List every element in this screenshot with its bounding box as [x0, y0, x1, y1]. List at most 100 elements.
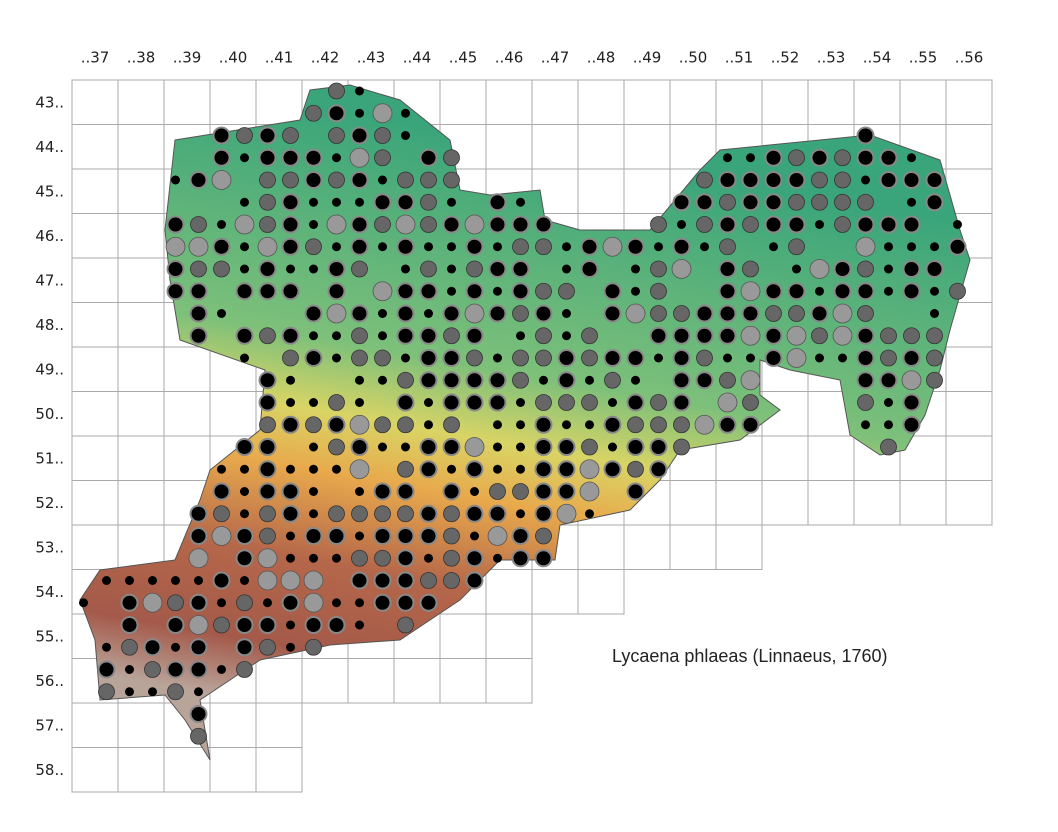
grid-cell — [301, 658, 349, 704]
dot — [809, 259, 830, 279]
dot — [327, 415, 346, 434]
dot — [535, 527, 552, 545]
dot — [171, 175, 180, 185]
dot — [902, 393, 921, 412]
dot — [401, 264, 410, 274]
grid-cell — [117, 747, 165, 793]
dot — [282, 349, 299, 367]
row-label: 43.. — [35, 94, 64, 112]
dot — [165, 236, 186, 257]
dot — [148, 576, 157, 585]
dot — [373, 571, 392, 590]
dot — [672, 371, 691, 390]
grid-cell — [255, 79, 303, 125]
dot — [396, 593, 415, 612]
dot — [120, 616, 139, 634]
dot — [212, 148, 231, 167]
column-label: ..41 — [265, 49, 294, 67]
dot — [332, 242, 341, 252]
dot — [396, 326, 415, 345]
dot — [650, 260, 667, 278]
dot — [166, 215, 185, 234]
dot — [286, 620, 295, 630]
grid-cell — [117, 124, 165, 170]
dot — [419, 282, 438, 301]
dot — [557, 349, 576, 367]
dot — [834, 193, 851, 211]
dot — [557, 438, 576, 456]
grid-cell — [255, 747, 303, 793]
dot — [332, 153, 341, 163]
dot — [516, 442, 525, 452]
dot — [419, 504, 438, 523]
dot — [189, 171, 208, 189]
grid-cell — [255, 658, 303, 704]
dot — [286, 398, 295, 407]
column-label: ..42 — [311, 49, 340, 67]
grid-cell — [163, 391, 211, 437]
dot — [672, 326, 691, 345]
dot — [673, 416, 690, 434]
dot — [447, 242, 456, 252]
dot — [511, 215, 530, 234]
column-label: ..55 — [909, 49, 938, 67]
grid-cell — [669, 480, 717, 526]
dot — [309, 464, 318, 474]
dot — [442, 393, 461, 412]
dot — [240, 509, 249, 519]
dot — [833, 282, 852, 301]
dot — [378, 331, 387, 341]
dot — [350, 237, 369, 256]
dot — [677, 220, 686, 229]
dot — [857, 305, 874, 322]
dot — [259, 416, 276, 434]
dot — [673, 305, 690, 322]
dot — [880, 349, 897, 367]
column-label: ..54 — [863, 49, 892, 67]
dot — [834, 149, 851, 167]
dot — [511, 260, 530, 278]
dot — [649, 438, 668, 456]
dot — [856, 349, 875, 367]
dot — [171, 576, 180, 585]
dot — [188, 615, 209, 635]
dot — [396, 193, 415, 212]
dot — [190, 260, 207, 278]
dot — [855, 236, 876, 257]
dot — [488, 371, 507, 390]
dot — [902, 415, 921, 434]
dot — [861, 175, 870, 185]
dot — [240, 576, 249, 585]
dot — [764, 148, 783, 167]
dot — [627, 460, 644, 478]
dot — [327, 104, 346, 123]
dot — [212, 482, 231, 501]
dot — [326, 303, 347, 324]
dot — [373, 593, 392, 612]
grid-cell — [71, 257, 119, 303]
dot — [700, 242, 709, 252]
dot — [902, 260, 921, 278]
dot — [764, 193, 783, 212]
dot — [442, 215, 461, 234]
dot — [351, 505, 368, 523]
dot — [907, 197, 916, 207]
grid-cell — [669, 79, 717, 125]
dot — [328, 127, 345, 144]
dot — [603, 282, 622, 301]
dot — [328, 505, 345, 523]
dot — [741, 193, 760, 212]
grid-cell — [577, 168, 625, 214]
dot — [787, 171, 806, 189]
dot — [419, 349, 438, 367]
dot — [240, 353, 249, 363]
dot — [740, 370, 761, 391]
dot — [443, 149, 460, 167]
dot — [420, 171, 437, 189]
dot — [328, 82, 345, 100]
grid-cell — [715, 480, 763, 526]
grid-cell — [485, 658, 533, 704]
dot — [764, 171, 783, 189]
dot — [672, 237, 691, 256]
